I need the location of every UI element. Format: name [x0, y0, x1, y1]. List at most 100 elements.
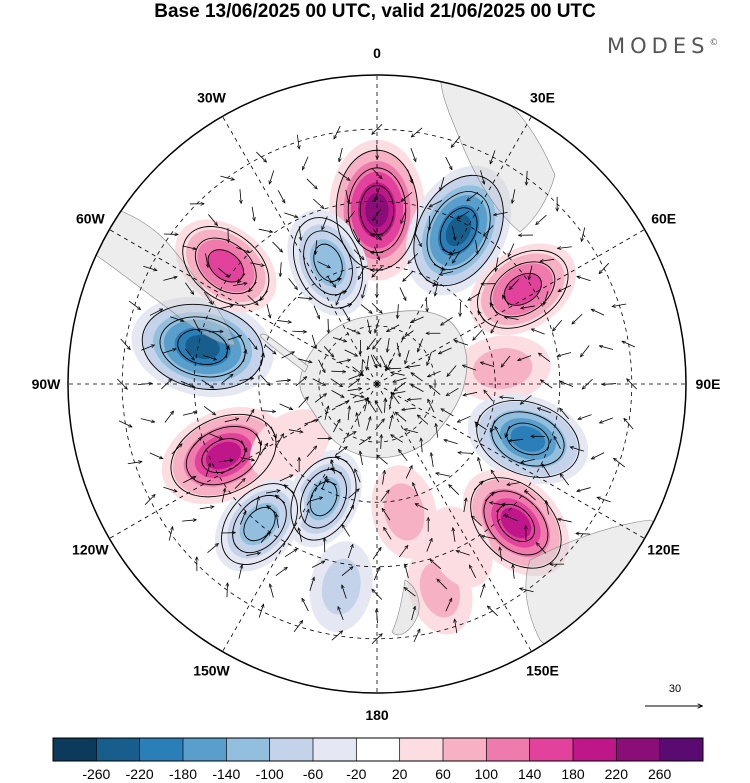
- longitude-label: 120W: [72, 542, 109, 558]
- modes-logo: MODES©: [607, 34, 718, 58]
- wind-arrow: [482, 536, 496, 540]
- wind-arrow: [591, 309, 605, 316]
- wind-arrow: [295, 377, 307, 387]
- copyright-mark: ©: [709, 38, 719, 48]
- wind-arrow: [380, 490, 389, 502]
- wind-arrow: [277, 190, 285, 202]
- wind-arrow: [395, 412, 407, 422]
- wind-arrow: [374, 187, 380, 201]
- wind-arrow: [521, 459, 535, 462]
- wind-arrow: [558, 285, 572, 291]
- wind-arrow: [505, 515, 518, 522]
- wind-arrow: [331, 468, 343, 474]
- wind-arrow: [439, 347, 452, 354]
- wind-arrow: [240, 189, 241, 203]
- wind-arrow: [260, 354, 263, 366]
- longitude-label: 150W: [193, 663, 230, 679]
- wind-arrow: [182, 520, 196, 521]
- wind-arrow: [463, 498, 466, 513]
- wind-arrow: [600, 346, 614, 350]
- wind-arrow: [306, 446, 316, 457]
- wind-arrow: [326, 275, 335, 287]
- colorbar-frame: [52, 737, 704, 762]
- colorbar-tick-label: -20: [346, 766, 366, 782]
- wind-arrow: [411, 385, 424, 392]
- wind-arrow: [379, 355, 386, 369]
- wind-arrow: [239, 512, 245, 525]
- anomaly-contour: [383, 483, 425, 541]
- wind-arrow: [518, 355, 532, 361]
- colorbar-tick-label: -260: [82, 766, 110, 782]
- colorbar-tick-label: -180: [169, 766, 197, 782]
- wind-arrow: [480, 170, 485, 183]
- colorbar: -260 -220 -180 -140 -100 -60 -20 20 60 100 140 180 2…: [52, 737, 704, 782]
- wind-arrow: [346, 210, 355, 222]
- wind-arrow: [339, 304, 351, 310]
- wind-arrow: [558, 352, 572, 357]
- antarctica-landmass: [299, 310, 468, 459]
- wind-arrow: [270, 426, 276, 438]
- wind-arrow: [227, 335, 241, 341]
- wind-arrow: [413, 629, 420, 643]
- wind-arrow: [260, 290, 268, 300]
- wind-arrow: [302, 599, 309, 612]
- wind-arrow: [275, 567, 287, 577]
- wind-arrow: [284, 485, 294, 494]
- wind-arrow: [276, 514, 279, 529]
- wind-arrow: [336, 291, 342, 305]
- wind-arrow: [182, 412, 197, 416]
- wind-arrow: [269, 170, 275, 183]
- wind-arrow: [554, 436, 561, 450]
- colorbar-swatch: [573, 738, 617, 761]
- latitude-circle: [258, 265, 496, 503]
- map-border: [67, 74, 687, 694]
- wind-arrow: [436, 424, 439, 438]
- wind-arrow: [455, 341, 469, 346]
- latitude-circle: [121, 128, 633, 640]
- wind-arrow: [298, 358, 312, 363]
- wind-arrow: [437, 579, 448, 590]
- colorbar-swatch: [183, 738, 227, 761]
- wind-arrow: [542, 464, 550, 477]
- wind-arrow: [357, 413, 360, 427]
- meridian-line: [222, 116, 378, 385]
- wind-arrow: [521, 394, 532, 404]
- wind-arrow: [469, 565, 477, 578]
- wind-arrow: [199, 507, 214, 510]
- wind-arrow: [558, 519, 572, 523]
- wind-arrow: [277, 320, 291, 322]
- wind-arrow: [232, 283, 247, 286]
- wind-arrow: [507, 482, 522, 484]
- wind-arrow: [484, 225, 494, 235]
- wind-arrow: [234, 479, 245, 489]
- wind-arrow: [306, 178, 317, 189]
- meridian-line: [109, 383, 378, 539]
- wind-arrow: [446, 387, 459, 395]
- wind-arrow: [387, 368, 402, 369]
- wind-arrow: [272, 241, 283, 252]
- wind-arrow: [441, 409, 454, 417]
- wind-arrow: [260, 532, 270, 543]
- wind-arrow: [360, 304, 372, 314]
- wind-arrow: [405, 466, 412, 479]
- wind-arrow: [182, 245, 196, 249]
- wind-arrow: [333, 420, 339, 433]
- wind-arrow: [315, 240, 316, 254]
- wind-arrow: [382, 509, 391, 521]
- wind-arrow: [183, 476, 195, 484]
- anomaly-contour: [510, 426, 546, 452]
- wind-arrow: [441, 248, 453, 255]
- wind-arrow: [170, 316, 183, 321]
- wind-arrow: [140, 418, 155, 422]
- wind-arrow: [494, 211, 508, 215]
- wind-arrow: [560, 408, 570, 420]
- wind-arrow: [387, 338, 390, 352]
- anomaly-contour: [306, 477, 341, 521]
- wind-arrow: [538, 408, 552, 414]
- wind-arrow: [529, 265, 533, 280]
- wind-arrow: [377, 455, 388, 465]
- wind-arrow: [251, 206, 254, 221]
- wind-arrow: [288, 429, 303, 432]
- wind-arrow: [508, 243, 515, 257]
- wind-arrow: [435, 282, 439, 296]
